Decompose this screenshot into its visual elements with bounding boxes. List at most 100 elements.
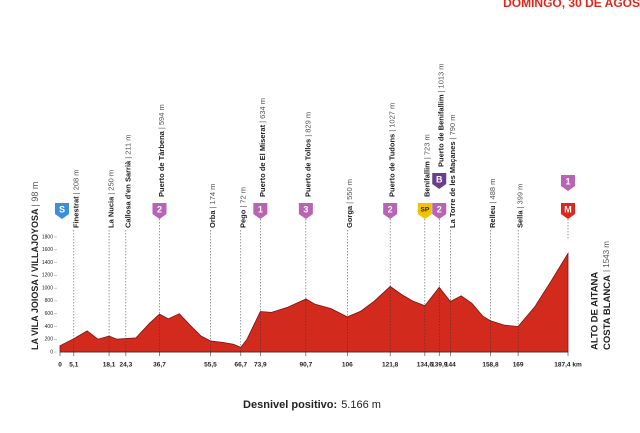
waypoint-label: Puerto de El Miserat| 634 m	[258, 98, 267, 197]
badge-text: SP	[421, 207, 430, 214]
waypoint-name: La Nucia	[107, 196, 116, 228]
badge	[417, 203, 432, 219]
finish-alt: | 1543 m	[602, 241, 611, 272]
waypoint-name: LA VILA JOIOSA / VILLAJOYOSA	[30, 208, 40, 350]
badge-text: 3	[303, 204, 308, 214]
x-tick-label: 187,4 km	[554, 362, 582, 369]
badge	[152, 203, 167, 219]
waypoint-label: Puerto de Benifallim | 1013 m	[437, 63, 446, 167]
badge	[561, 203, 575, 219]
x-tick-label: 66,7	[234, 362, 247, 369]
x-tick-label: 134,6	[417, 362, 434, 369]
waypoint-alt: | 488 m	[488, 179, 497, 204]
y-tick-label: 1800	[42, 234, 53, 240]
waypoint-name: Pego	[238, 209, 247, 228]
waypoint-name: Benifallim	[422, 161, 431, 197]
badge	[55, 203, 69, 219]
waypoint-alt: | 174 m	[208, 184, 217, 209]
badge-text: M	[564, 204, 572, 214]
footer-label: Desnivel positivo:	[243, 399, 337, 411]
finish-name: ALTO DE AITANA	[590, 272, 601, 350]
waypoint-label: Relleu| 488 m	[488, 179, 497, 228]
badge-text: 1	[258, 204, 263, 214]
x-tick-label: 55,5	[204, 362, 217, 369]
finish-region-name: COSTA BLANCA	[602, 275, 613, 350]
waypoint-label: Sella| 399 m	[516, 184, 525, 228]
waypoint-alt: | 72 m	[238, 187, 247, 208]
x-tick-label: 139,9	[431, 362, 448, 369]
waypoint-alt: | 208 m	[71, 169, 80, 194]
waypoint-name: La Torre de les Maçanes	[448, 141, 457, 228]
x-tick-label: 106	[342, 362, 353, 369]
waypoint-label: La Torre de les Maçanes| 790 m	[448, 115, 457, 228]
badge	[253, 203, 268, 219]
badge	[298, 203, 313, 219]
waypoint-alt: | 634 m	[258, 98, 267, 123]
waypoint-name: Relleu	[488, 205, 497, 228]
waypoint-label: Puerto de Tudons | 1027 m	[388, 103, 397, 197]
waypoint-alt: | 1013 m	[437, 63, 446, 92]
waypoint-name: Finestrat	[71, 196, 80, 228]
y-tick-label: 800	[45, 298, 54, 304]
x-tick-label: 144	[445, 362, 456, 369]
x-tick-label: 158,8	[482, 362, 499, 369]
x-tick-label: 24,3	[120, 362, 133, 369]
waypoint-alt: | 399 m	[516, 184, 525, 209]
elevation-area	[59, 251, 569, 353]
x-tick-label: 121,8	[382, 362, 399, 369]
finish-region: COSTA BLANCA | 1543 m	[602, 241, 613, 350]
waypoint-name: Puerto de Tudons	[388, 134, 397, 197]
badge	[432, 203, 447, 219]
badge-text: 2	[388, 204, 393, 214]
waypoint-label: La Nucia| 250 m	[107, 170, 116, 228]
waypoint-alt: | 594 m	[157, 104, 166, 129]
y-tick-label: 0	[50, 349, 53, 355]
y-tick-label: 1000	[42, 285, 53, 291]
waypoint-label: Finestrat | 208 m	[71, 169, 80, 228]
waypoint-alt: | 550 m	[345, 179, 354, 204]
badge-text: 2	[157, 204, 162, 214]
footer: Desnivel positivo: 5.166 m	[243, 399, 381, 411]
waypoint-name: Gorga	[345, 205, 354, 228]
x-tick-label: 5,1	[69, 362, 78, 369]
waypoint-name: Callosa d'en Sarrià	[123, 160, 132, 228]
waypoint-label: Gorga| 550 m	[345, 179, 354, 228]
waypoint-name: Puerto de Tollos	[303, 139, 312, 197]
waypoint-name: Orba	[208, 210, 217, 228]
y-tick-label: 1600	[42, 247, 53, 253]
waypoint-alt: | 723 m	[422, 134, 431, 159]
y-tick-label: 400	[45, 324, 54, 330]
y-tick-label: 200	[45, 337, 54, 343]
x-tick-label: 73,9	[254, 362, 267, 369]
badge-text: 2	[437, 204, 442, 214]
waypoint-name: Puerto de Tàrbena	[157, 130, 166, 197]
waypoint-label: Callosa d'en Sarrià | 211 m	[123, 134, 132, 228]
waypoint-alt: | 1027 m	[388, 103, 397, 132]
x-tick-label: 90,7	[300, 362, 313, 369]
waypoint-alt: | 829 m	[303, 112, 312, 137]
badge-text: 1	[565, 176, 570, 186]
y-tick-label: 600	[45, 311, 54, 317]
waypoint-label: Puerto de Tàrbena| 594 m	[157, 104, 166, 197]
badge	[432, 173, 447, 189]
x-tick-label: 36,7	[153, 362, 166, 369]
waypoint-label: Pego| 72 m	[238, 187, 247, 228]
waypoint-name: Puerto de Benifallim	[437, 94, 446, 167]
waypoint-label: Puerto de Tollos | 829 m	[303, 112, 312, 197]
waypoint-name: Sella	[516, 210, 525, 228]
waypoint-alt: | 98 m	[30, 182, 40, 207]
waypoint-alt: | 790 m	[448, 115, 457, 140]
x-tick-label: 169	[513, 362, 524, 369]
footer-value: 5.166 m	[341, 399, 381, 411]
waypoint-name: Puerto de El Miserat	[258, 124, 267, 197]
waypoint-label: Benifallim | 723 m	[422, 134, 431, 197]
badge	[383, 203, 398, 219]
x-tick-label: 0	[58, 362, 62, 369]
waypoint-label: Orba| 174 m	[208, 184, 217, 228]
y-tick-label: 1200	[42, 273, 53, 279]
waypoint-label: LA VILA JOIOSA / VILLAJOYOSA| 98 m	[30, 182, 40, 350]
badge	[561, 175, 575, 191]
badge-text: S	[59, 204, 65, 214]
badge-text: B	[436, 174, 443, 184]
